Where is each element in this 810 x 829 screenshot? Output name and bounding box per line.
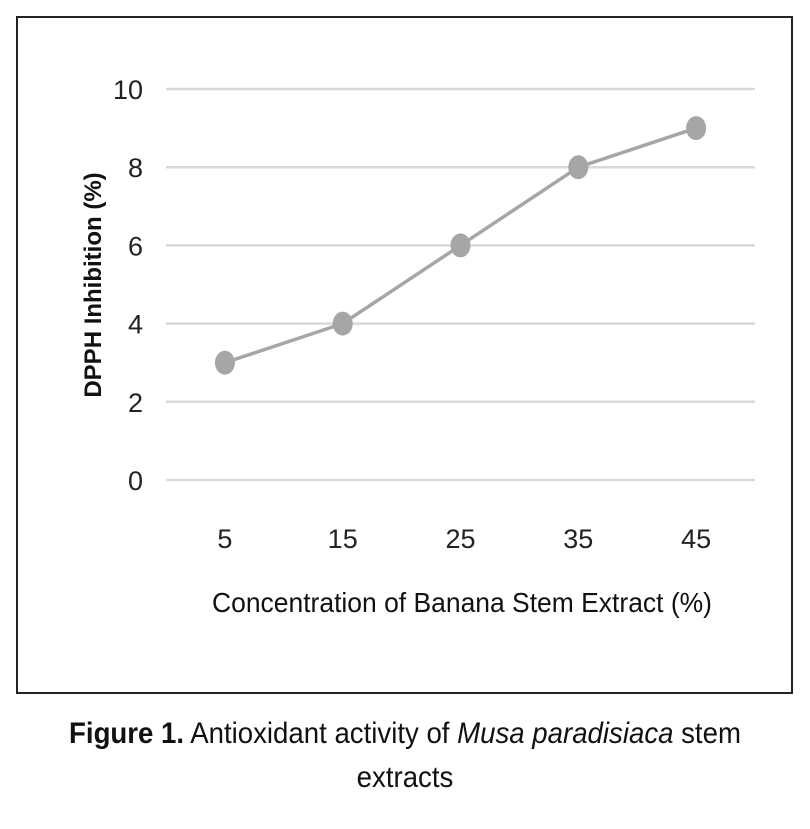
caption-text-end: stem extracts <box>356 717 741 794</box>
x-tick-label: 25 <box>445 524 475 554</box>
data-point <box>332 311 353 336</box>
y-tick-label: 10 <box>113 75 143 105</box>
caption-text: Antioxidant activity of <box>184 717 458 750</box>
figure-label: Figure 1. <box>69 717 185 750</box>
x-tick-label: 45 <box>681 524 711 554</box>
caption-species: Musa paradisiaca <box>457 717 674 750</box>
y-tick-label: 2 <box>128 388 143 418</box>
data-point <box>686 116 707 141</box>
chart-frame <box>16 16 793 694</box>
data-point <box>568 155 589 180</box>
figure-caption: Figure 1. Antioxidant activity of Musa p… <box>32 712 777 800</box>
x-tick-label: 5 <box>217 524 232 554</box>
data-point <box>214 350 235 375</box>
data-point <box>450 233 471 258</box>
x-tick-label: 15 <box>328 524 358 554</box>
x-tick-label: 35 <box>563 524 593 554</box>
y-tick-label: 4 <box>128 310 143 340</box>
x-axis-title: Concentration of Banana Stem Extract (%) <box>212 587 712 618</box>
line-chart: 0 2 4 6 8 10 5 15 25 35 45 DPPH Inhibition (%) Co… <box>80 75 755 618</box>
y-tick-label: 8 <box>128 153 143 183</box>
y-tick-label: 0 <box>128 466 143 496</box>
y-axis-title: DPPH Inhibition (%) <box>80 172 107 397</box>
y-tick-label: 6 <box>128 231 143 261</box>
